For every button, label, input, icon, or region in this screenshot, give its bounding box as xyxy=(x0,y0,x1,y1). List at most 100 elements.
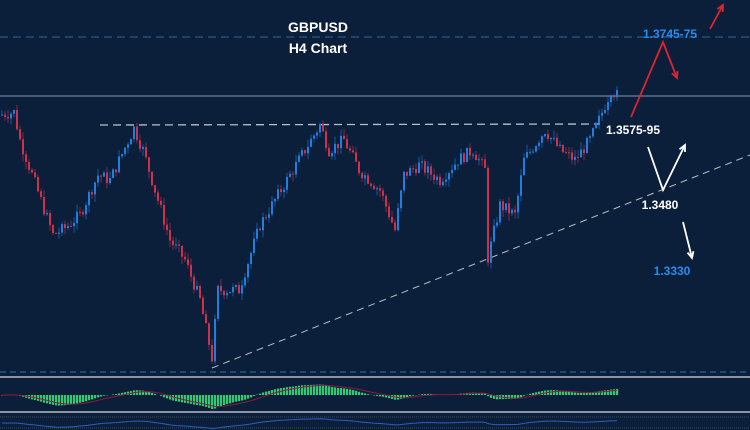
candle-body xyxy=(106,172,108,184)
macd-bar xyxy=(307,385,310,395)
macd-bar xyxy=(319,384,322,395)
macd-bar xyxy=(55,395,58,406)
macd-bar xyxy=(475,392,478,395)
macd-bar xyxy=(79,395,82,403)
macd-bar xyxy=(118,393,121,395)
candle-body xyxy=(610,96,612,103)
candle-body xyxy=(1,114,3,116)
candle-body xyxy=(496,222,498,226)
macd-bar xyxy=(250,395,253,398)
macd-bar xyxy=(412,395,415,396)
candle-body xyxy=(82,211,84,215)
candle-body xyxy=(556,137,558,146)
candle-body xyxy=(337,143,339,149)
candle-body xyxy=(448,173,450,180)
macd-bar xyxy=(229,395,232,404)
candle-body xyxy=(391,217,393,223)
candle-body xyxy=(343,135,345,140)
macd-bar xyxy=(352,390,355,395)
candle-body xyxy=(40,191,42,198)
candle-body xyxy=(190,264,192,277)
candle-body xyxy=(331,153,333,157)
macd-bar xyxy=(97,395,100,398)
candle-body xyxy=(250,252,252,265)
pullback-arrow-icon-head xyxy=(678,143,686,153)
macd-bar xyxy=(52,395,55,405)
candle-body xyxy=(280,189,282,193)
bullish-continuation-arrow-icon-head xyxy=(716,3,724,13)
macd-bar xyxy=(553,390,556,395)
macd-bar xyxy=(559,390,562,395)
candle-body xyxy=(415,169,417,174)
macd-bar xyxy=(40,395,43,402)
candle-body xyxy=(592,128,594,137)
candle-body xyxy=(535,146,537,152)
macd-bar xyxy=(535,392,538,395)
candle-body xyxy=(52,225,54,234)
candle-body xyxy=(121,154,123,157)
macd-bar xyxy=(193,395,196,405)
candle-body xyxy=(322,124,324,132)
macd-bar xyxy=(331,386,334,395)
candle-body xyxy=(34,172,36,178)
macd-bar xyxy=(58,395,61,406)
candle-body xyxy=(454,164,456,170)
macd-bar xyxy=(592,392,595,395)
candle-body xyxy=(271,201,273,215)
candle-body xyxy=(409,168,411,176)
candle-body xyxy=(547,134,549,140)
candle-body xyxy=(130,139,132,145)
macd-bar xyxy=(346,388,349,395)
candle-body xyxy=(529,151,531,153)
macd-bar xyxy=(385,395,388,398)
macd-bar xyxy=(100,395,103,397)
macd-bar xyxy=(169,395,172,400)
candle-body xyxy=(412,168,414,170)
candle-body xyxy=(187,259,189,265)
candle-body xyxy=(583,149,585,154)
macd-bar xyxy=(103,395,106,396)
macd-bar xyxy=(226,395,229,405)
candle-body xyxy=(514,209,516,213)
macd-bar xyxy=(403,395,406,398)
macd-bar xyxy=(145,391,148,395)
candle-body xyxy=(73,223,75,227)
candle-body xyxy=(217,285,219,319)
candle-body xyxy=(478,159,480,161)
candle-body xyxy=(469,147,471,156)
macd-bar xyxy=(124,392,127,395)
candle-body xyxy=(28,162,30,170)
candle-body xyxy=(139,140,141,149)
candle-body xyxy=(235,284,237,287)
candle-body xyxy=(109,177,111,184)
macd-bar xyxy=(223,395,226,406)
candle-body xyxy=(388,206,390,218)
resistance-line xyxy=(99,123,601,126)
macd-bar xyxy=(184,395,187,403)
macd-bar xyxy=(316,384,319,395)
macd-bar xyxy=(265,391,268,395)
candle-body xyxy=(442,181,444,186)
macd-bar xyxy=(481,392,484,395)
candle-body xyxy=(214,318,216,362)
candle-body xyxy=(604,110,606,113)
candle-body xyxy=(289,173,291,177)
candle-body xyxy=(304,150,306,154)
candle-body xyxy=(166,224,168,231)
macd-bar xyxy=(511,395,514,399)
support-level-label: 1.3480 xyxy=(641,198,679,212)
candle-body xyxy=(58,232,60,234)
macd-bar xyxy=(427,393,430,395)
candle-body xyxy=(493,225,495,242)
candle-body xyxy=(241,285,243,294)
macd-bar xyxy=(202,395,205,407)
macd-bar xyxy=(607,390,610,395)
candle-body xyxy=(460,153,462,165)
macd-bar xyxy=(484,393,487,395)
candle-body xyxy=(307,146,309,154)
candle-body xyxy=(226,293,228,296)
macd-bar xyxy=(217,395,220,408)
candle-body xyxy=(358,161,360,174)
candle-body xyxy=(223,291,225,296)
macd-bar xyxy=(376,395,379,396)
